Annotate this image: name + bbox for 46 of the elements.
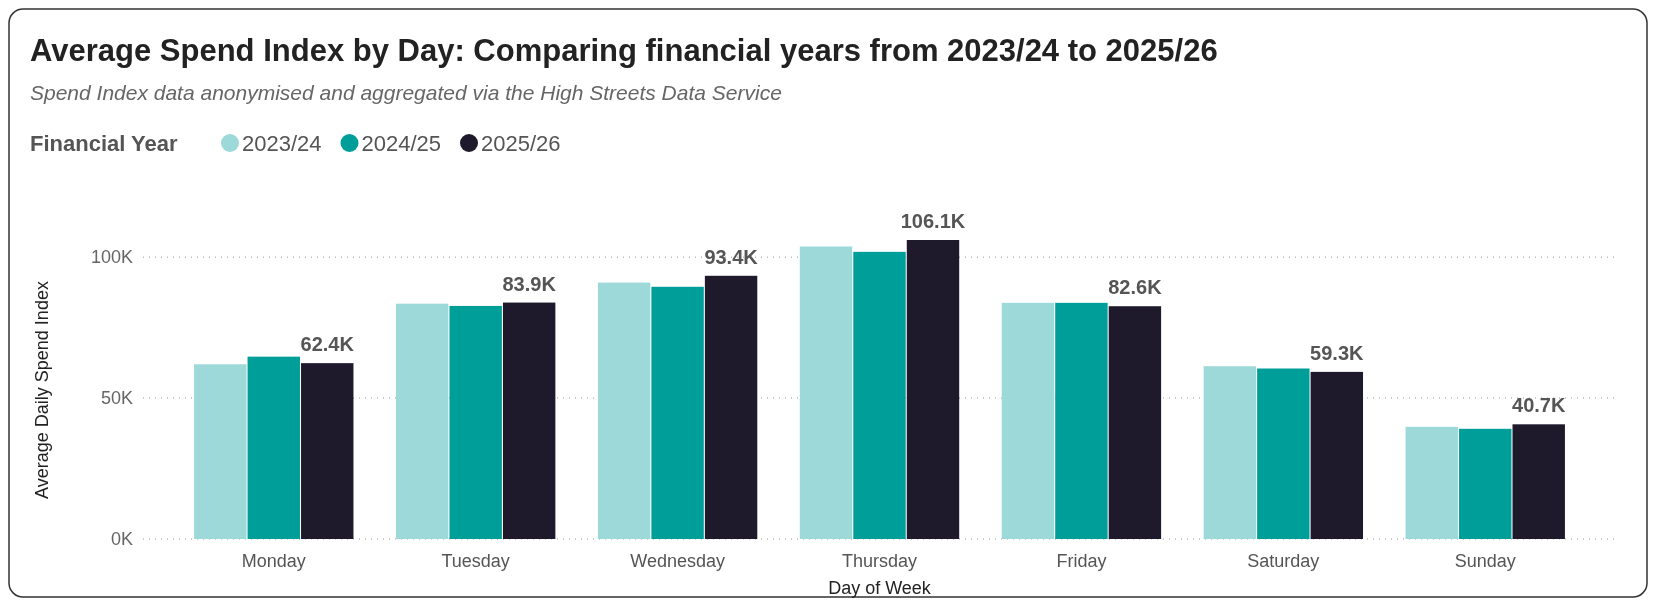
x-tick-label: Wednesday (630, 551, 725, 571)
bar (906, 240, 960, 539)
bar (651, 286, 704, 539)
x-tick-label: Thursday (841, 551, 918, 571)
x-tick-label: Monday (241, 551, 306, 571)
chart-title: Average Spend Index by Day: Comparing financial years from 2023/24 to 2025/26 (30, 33, 1218, 68)
x-tick-label: Tuesday (441, 551, 510, 571)
data-label: 82.6K (1108, 276, 1163, 299)
bar (597, 282, 651, 539)
bar (799, 246, 853, 539)
data-label: 59.3K (1310, 341, 1365, 364)
bar (1203, 366, 1257, 539)
bar (449, 305, 502, 539)
bar (853, 251, 906, 539)
bar (395, 303, 449, 539)
y-axis-title: Average Daily Spend Index (32, 281, 52, 499)
bar (1405, 426, 1458, 539)
bar (301, 363, 354, 539)
bar (1257, 368, 1310, 539)
data-label: 40.7K (1512, 394, 1566, 417)
bar (1459, 428, 1512, 539)
bar (704, 275, 758, 539)
bar (1108, 306, 1162, 539)
legend-label: 2024/25 (361, 131, 442, 156)
y-tick-label: 50K (100, 388, 133, 409)
y-tick-label: 0K (110, 529, 133, 549)
data-label: 93.4K (704, 245, 759, 268)
y-tick-label: 100K (90, 247, 133, 268)
chart-subtitle: Spend Index data anonymised and aggregated via the High Streets Data Service (30, 81, 782, 104)
x-axis-title: Day of Week (828, 578, 932, 598)
bar (1310, 371, 1364, 539)
legend-label: 2023/24 (242, 131, 322, 156)
bar (1055, 302, 1108, 539)
bar (194, 364, 247, 539)
bar (1512, 424, 1565, 539)
bar (1001, 302, 1055, 539)
data-label: 83.9K (502, 272, 557, 295)
x-tick-label: Sunday (1454, 551, 1516, 571)
x-tick-label: Friday (1056, 551, 1107, 571)
legend-label: 2025/26 (481, 131, 561, 156)
bar (247, 356, 300, 539)
x-tick-label: Saturday (1247, 551, 1320, 571)
data-label: 62.4K (300, 333, 355, 356)
legend-title: Financial Year (30, 131, 178, 156)
bar (502, 302, 556, 539)
data-label: 106.1K (900, 210, 966, 232)
